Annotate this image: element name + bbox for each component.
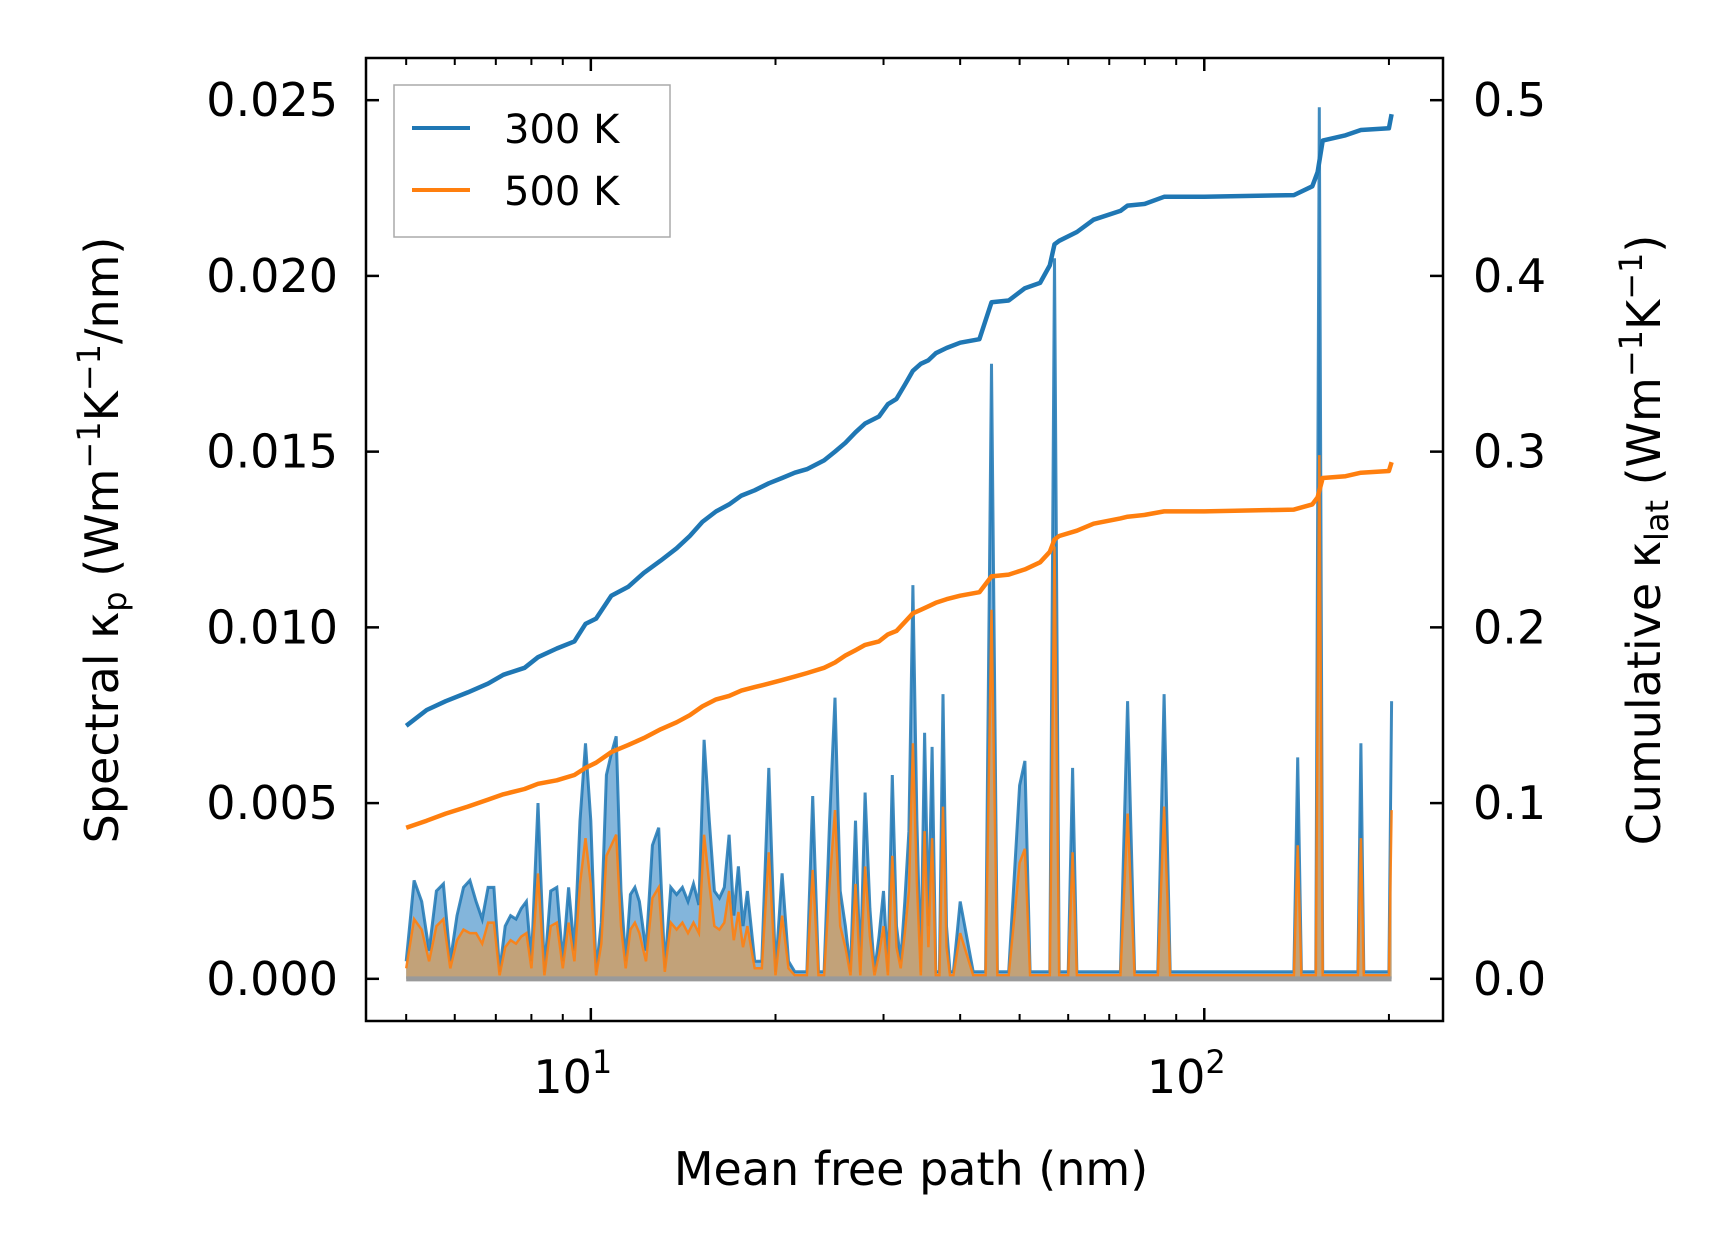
axis-ticks: 101 102 0.000 0.005 0.010 0.015 0.020 0.025 0.0 0… — [206, 58, 1546, 1104]
y-left-tick-label: 0.010 — [206, 600, 338, 654]
y-axis-label-right: Cumulative κlat (Wm−1K−1) — [1612, 235, 1676, 846]
spectral-500k-line — [404, 455, 1393, 977]
y-right-tick-label: 0.0 — [1473, 952, 1546, 1006]
legend: 300 K 500 K — [393, 84, 671, 238]
y-left-tick-label: 0.015 — [206, 425, 338, 479]
y-axis-label-left: Spectral κp (Wm−1K−1/nm) — [70, 237, 134, 844]
x-tick-label: 101 — [533, 1043, 612, 1104]
axes-frame — [364, 56, 1445, 1023]
x-axis-label: Mean free path (nm) — [674, 1142, 1148, 1196]
y-right-tick-label: 0.1 — [1473, 776, 1546, 830]
y-right-tick-label: 0.4 — [1473, 249, 1546, 303]
y-left-tick-label: 0.020 — [206, 249, 338, 303]
y-right-tick-label: 0.2 — [1473, 600, 1546, 654]
y-right-tick-label: 0.5 — [1473, 73, 1546, 127]
cumulative-500k-line — [405, 461, 1394, 830]
legend-label-500k: 500 K — [504, 169, 621, 215]
legend-box — [393, 84, 671, 238]
plot-area — [404, 107, 1394, 982]
legend-label-300k: 300 K — [504, 107, 621, 153]
y-left-tick-label: 0.000 — [206, 952, 338, 1006]
y-right-tick-label: 0.3 — [1473, 425, 1546, 479]
x-tick-label: 102 — [1147, 1043, 1226, 1104]
cumulative-300k-line — [404, 113, 1394, 728]
spectral-300k-line — [404, 107, 1394, 974]
y-left-tick-label: 0.025 — [206, 73, 338, 127]
y-left-tick-label: 0.005 — [206, 776, 338, 830]
